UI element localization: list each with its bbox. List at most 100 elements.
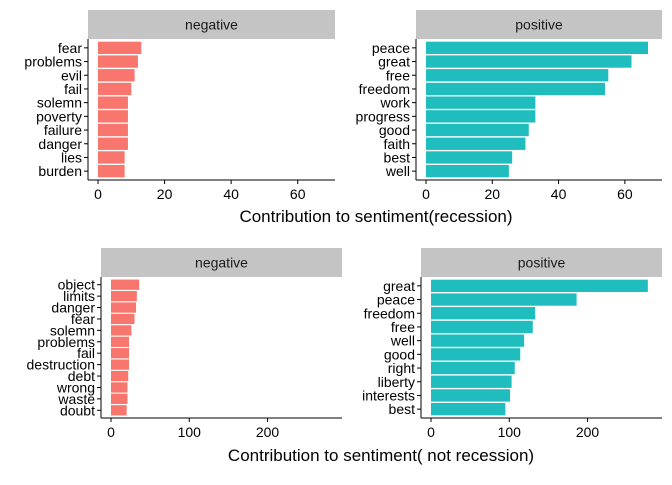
bar-faith [426,137,526,150]
bar-object [111,279,140,290]
x-tick-label: 40 [223,186,239,202]
facet-strip-label: negative [195,255,248,271]
x-tick-label: 0 [422,186,430,202]
bar-right [431,361,515,375]
facet-strip-label: negative [185,17,238,33]
category-label: problems [37,334,95,350]
category-label: solemn [50,322,95,338]
chart-1: negative fearproblemsevilfailsolemnpovert… [24,10,662,226]
x-tick-label: 0 [107,424,115,440]
bar-debt [111,370,129,382]
category-label: destruction [27,357,95,373]
bar-evil [98,69,135,82]
bar-lies [98,151,125,164]
bar-peace [431,293,577,306]
category-label: well [390,333,415,349]
x-tick-label: 20 [484,186,500,202]
bar-well [426,164,509,178]
category-label: poverty [36,108,82,124]
category-label: freedom [364,305,415,321]
category-label: evil [61,67,82,83]
bar-limits [111,290,137,302]
bar-failure [98,123,128,137]
x-tick-label: 100 [498,424,522,440]
bar-fail [111,348,130,359]
category-label: best [384,149,411,165]
bar-best [426,151,513,164]
category-label: great [378,54,410,70]
facet-strip [416,10,662,39]
facet-positive: positive greatpeacefreedomfreewellgoodrig… [362,248,662,440]
category-label: solemn [37,95,82,111]
category-label: good [384,346,415,362]
bar-solemn [111,325,132,336]
x-tick-label: 0 [427,424,435,440]
bar-fear [111,313,135,325]
category-label: well [385,163,410,179]
category-label: free [386,67,410,83]
category-label: freedom [359,81,410,97]
category-label: fear [58,40,82,56]
category-label: great [383,278,415,294]
category-label: fail [77,345,95,361]
bar-danger [98,137,128,150]
facet-strip [101,248,342,277]
bar-work [426,96,536,109]
bar-liberty [431,375,512,388]
category-label: object [58,277,95,293]
category-label: doubt [60,402,95,418]
facet-strip [88,10,335,39]
bar-freedom [426,82,605,96]
x-axis-title: Contribution to sentiment(recession) [239,207,512,226]
chart-2: negative objectlimitsdangerfearsolemnprob… [27,248,662,465]
category-label: burden [38,163,82,179]
bar-problems [111,336,130,347]
category-label: work [379,95,411,111]
bar-good [426,123,529,137]
category-label: waste [57,391,95,407]
category-label: liberty [378,374,415,390]
x-tick-label: 60 [290,186,306,202]
x-axis-title: Contribution to sentiment( not recession… [228,446,534,465]
category-label: best [389,401,416,417]
category-label: faith [384,136,410,152]
bar-good [431,348,521,361]
x-tick-label: 100 [178,424,202,440]
x-tick-label: 60 [617,186,633,202]
category-label: fail [64,81,82,97]
bar-great [431,279,648,293]
category-label: progress [356,108,410,124]
category-label: limits [63,288,95,304]
bar-danger [111,302,137,313]
bar-problems [98,55,138,68]
category-label: fear [71,311,95,327]
x-tick-label: 20 [157,186,173,202]
bar-fear [98,41,142,55]
category-label: wrong [56,379,95,395]
category-label: danger [51,300,95,316]
facet-positive: positive peacegreatfreefreedomworkprogres… [356,10,662,202]
category-label: danger [38,136,82,152]
bar-doubt [111,405,127,416]
bar-destruction [111,359,130,370]
bar-burden [98,164,125,178]
category-label: lies [61,149,82,165]
bar-wrong [111,382,128,393]
bar-waste [111,393,128,405]
category-label: problems [24,54,82,70]
category-label: peace [372,40,410,56]
bar-free [426,69,609,82]
category-label: peace [377,292,415,308]
facet-negative: negative objectlimitsdangerfearsolemnprob… [27,248,342,440]
bar-great [426,55,632,68]
category-label: free [391,319,415,335]
bar-interests [431,389,511,402]
bar-well [431,334,525,347]
x-tick-label: 40 [551,186,567,202]
facet-strip-label: positive [515,17,563,33]
category-label: good [379,122,410,138]
x-tick-label: 200 [256,424,280,440]
bar-solemn [98,96,128,109]
